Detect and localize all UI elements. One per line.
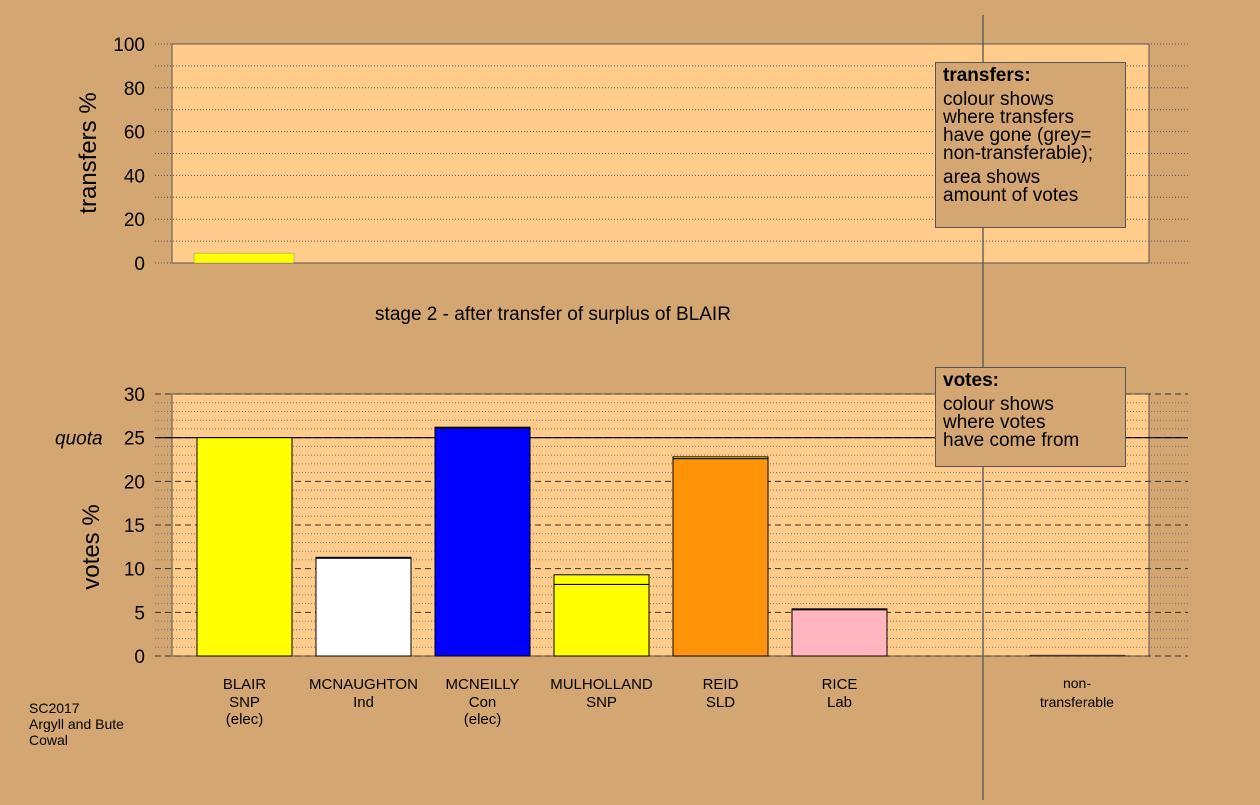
footnote-line: Argyll and Bute: [29, 716, 124, 732]
votes-tick-label: 25: [124, 429, 145, 450]
legend-line: colour shows: [943, 394, 1054, 415]
transfers-bar-blair: [193, 252, 295, 264]
nontransferable-bar: [1029, 654, 1126, 657]
votes-tick-label: 15: [124, 516, 145, 537]
votes-legend-heading: votes:: [943, 370, 999, 391]
candidate-name-label: RICE: [822, 676, 858, 693]
transfer-bar-mcneilly: [434, 426, 531, 429]
footnote-line: SC2017: [29, 700, 80, 716]
candidate-name-label: MCNAUGHTON: [309, 676, 418, 693]
legend-line: have come from: [943, 430, 1080, 451]
transfers-tick-label: 40: [124, 166, 145, 187]
vote-bar-blair: [196, 437, 293, 657]
transfers-tick-label: 0: [134, 254, 145, 275]
nontransferable-label: transferable: [1040, 694, 1114, 710]
transfers-tick-label: 20: [124, 210, 145, 231]
legend-line: area shows: [943, 167, 1041, 188]
transfer-bar-mulholland: [553, 574, 650, 585]
candidate-status-label: (elec): [464, 711, 502, 728]
quota-label: quota: [55, 429, 103, 450]
transfers-legend-heading: transfers:: [943, 65, 1031, 86]
legend-line: where votes: [943, 412, 1046, 433]
votes-legend-text: colour shows where votes have come from: [943, 394, 1119, 451]
votes-legend: votes: colour shows where votes have com…: [935, 367, 1126, 467]
transfer-bar-reid: [672, 456, 769, 460]
transfers-legend-colour-text: colour shows where transfers have gone (…: [943, 89, 1119, 164]
candidate-party-label: SLD: [706, 694, 735, 711]
legend-line: amount of votes: [943, 185, 1079, 206]
legend-line: non-transferable);: [943, 143, 1093, 164]
vote-bar-mcnaughton: [315, 557, 412, 657]
transfer-bar-rice: [791, 608, 888, 611]
footnote: SC2017 Argyll and Bute Cowal: [29, 700, 124, 748]
vote-bar-reid: [672, 458, 769, 657]
legend-line: where transfers: [943, 107, 1074, 128]
transfers-tick-label: 100: [113, 35, 145, 56]
transfers-axis-label: transfers %: [75, 92, 102, 213]
transfers-legend-area-text: area shows amount of votes: [943, 167, 1119, 206]
legend-line: have gone (grey=: [943, 125, 1092, 146]
transfers-legend: transfers: colour shows where transfers …: [935, 62, 1126, 228]
votes-tick-label: 30: [124, 385, 145, 406]
transfer-bar-mcnaughton: [315, 556, 412, 559]
nontransferable-label: non-: [1063, 675, 1091, 691]
candidate-party-label: SNP: [586, 694, 617, 711]
candidate-name-label: MULHOLLAND: [550, 676, 653, 693]
transfers-tick-label: 80: [124, 79, 145, 100]
vote-bar-rice: [791, 609, 888, 657]
candidate-party-label: Ind: [353, 694, 374, 711]
votes-tick-label: 20: [124, 472, 145, 493]
vote-bar-mcneilly: [434, 427, 531, 657]
votes-tick-label: 0: [134, 647, 145, 668]
votes-tick-label: 5: [134, 603, 145, 624]
candidate-party-label: Con: [469, 694, 497, 711]
candidate-party-label: Lab: [827, 694, 852, 711]
candidate-party-label: SNP: [229, 694, 260, 711]
vote-bar-mulholland: [553, 583, 650, 657]
votes-axis-label: votes %: [78, 504, 105, 589]
legend-line: colour shows: [943, 89, 1054, 110]
transfers-tick-label: 60: [124, 123, 145, 144]
votes-tick-label: 10: [124, 560, 145, 581]
stage-subtitle: stage 2 - after transfer of surplus of B…: [375, 304, 731, 325]
candidate-name-label: BLAIR: [223, 676, 267, 693]
candidate-name-label: MCNEILLY: [446, 676, 520, 693]
candidate-name-label: REID: [703, 676, 739, 693]
footnote-line: Cowal: [29, 732, 68, 748]
candidate-status-label: (elec): [226, 711, 264, 728]
